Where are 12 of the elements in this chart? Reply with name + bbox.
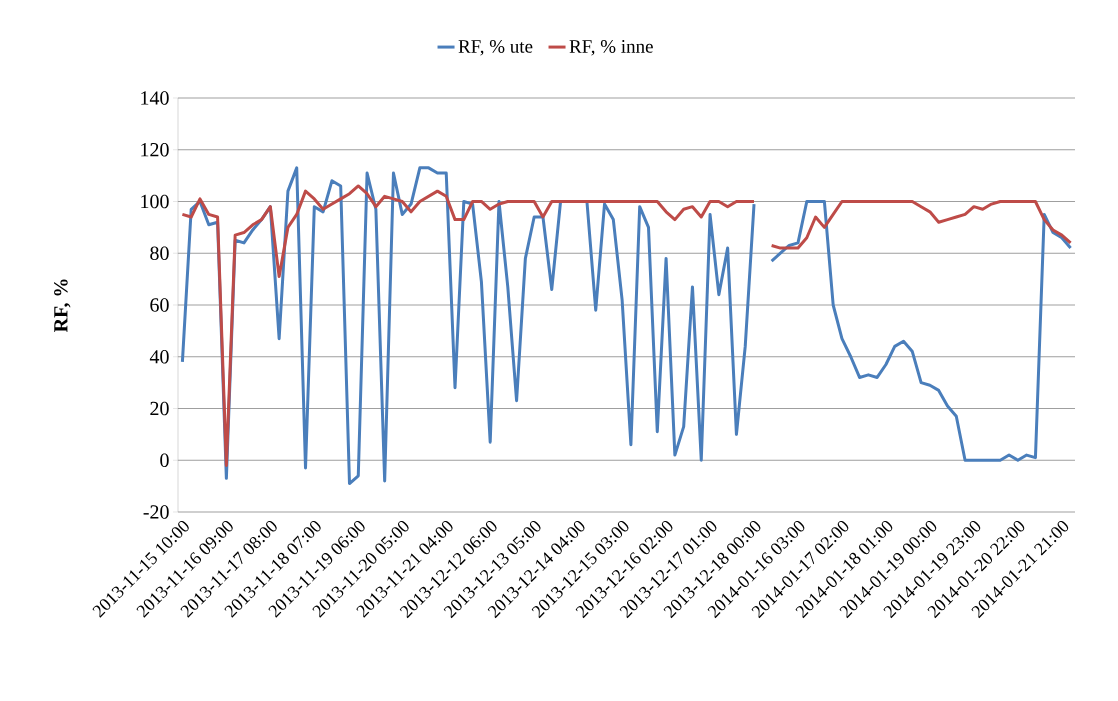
y-tick-label: 60 [150, 298, 169, 312]
legend-label: RF, % inne [569, 40, 653, 56]
y-tick-label: 120 [141, 143, 169, 157]
y-tick-label: 80 [150, 246, 169, 260]
y-tick-label: -20 [143, 505, 169, 519]
y-tick-label: 0 [160, 453, 169, 467]
y-tick-label: 40 [149, 350, 169, 364]
legend-label: RF, % ute [458, 40, 533, 56]
y-tick-label: 140 [141, 91, 169, 105]
y-axis-title: RF, % [54, 279, 71, 333]
y-tick-label: 100 [141, 194, 169, 209]
y-tick-label: 20 [150, 401, 169, 416]
